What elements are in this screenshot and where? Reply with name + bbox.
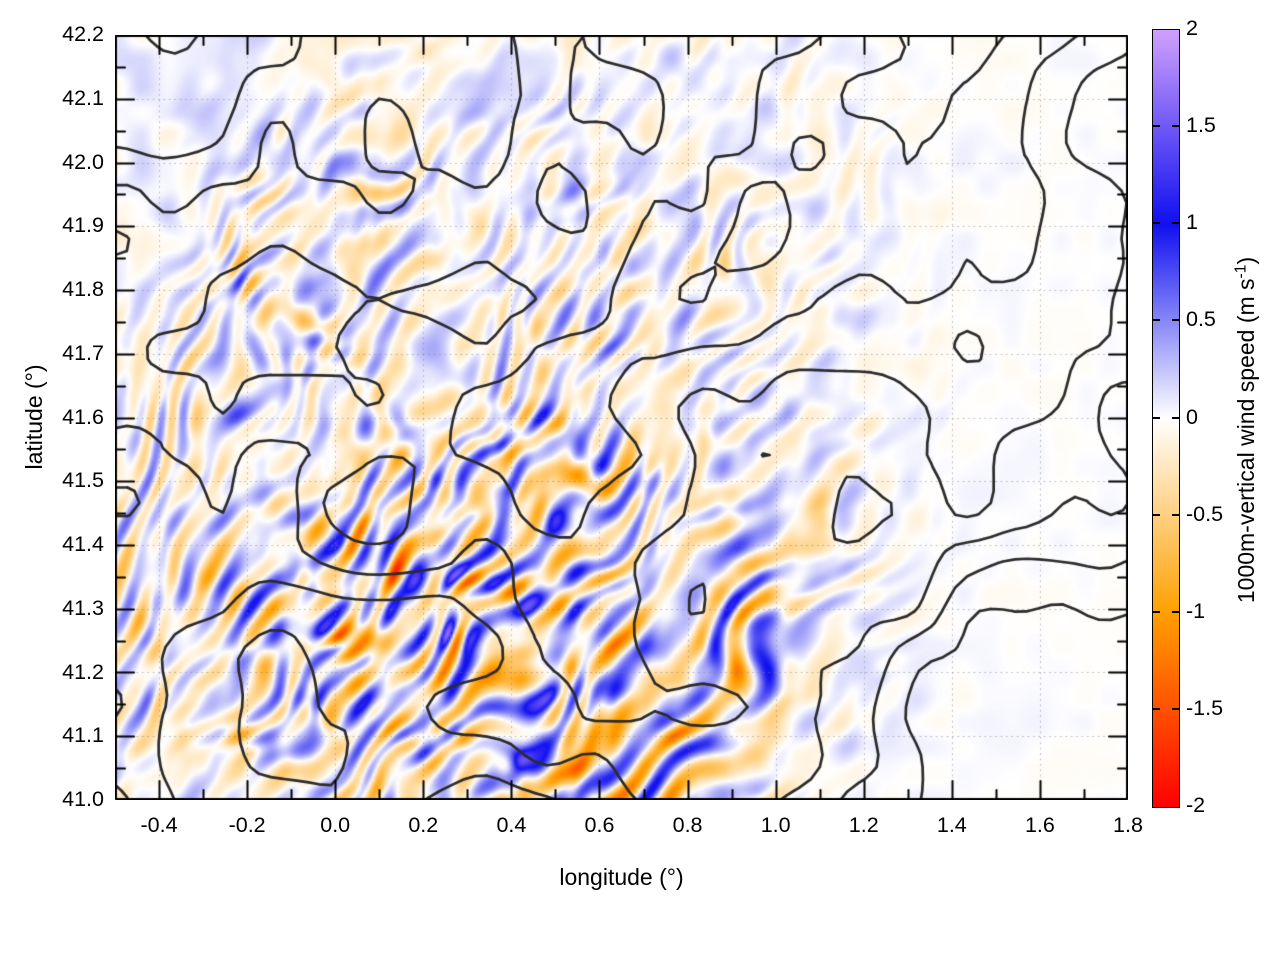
x-tick-label: 0.4 — [496, 813, 527, 837]
x-tick-label: 1.2 — [848, 813, 879, 837]
x-tick-label: 0.6 — [584, 813, 615, 837]
x-tick-label: 1.0 — [760, 813, 791, 837]
colorbar-tick-label: -0.5 — [1186, 501, 1224, 526]
colorbar-title-close: ) — [1233, 256, 1259, 265]
y-tick-label: 41.9 — [62, 213, 104, 238]
y-tick-label: 41.0 — [62, 787, 104, 811]
colorbar-tick — [1172, 610, 1179, 613]
y-tick-label: 42.2 — [62, 22, 104, 46]
x-tick-label: -0.2 — [228, 813, 266, 837]
x-tick-label: 1.8 — [1113, 813, 1143, 837]
y-tick-label: 41.2 — [62, 659, 104, 684]
y-tick-label: 41.7 — [62, 340, 104, 365]
colorbar-tick-label: -1.5 — [1186, 695, 1224, 720]
colorbar-title-sup: -1 — [1232, 264, 1250, 279]
y-tick-label: 41.3 — [62, 595, 104, 620]
colorbar-tick — [1172, 125, 1179, 128]
colorbar-tick — [1172, 707, 1179, 710]
x-tick-label: 0.2 — [408, 813, 439, 837]
colorbar-tick — [1172, 416, 1179, 419]
colorbar — [1152, 29, 1180, 808]
colorbar-tick-label: 0 — [1186, 404, 1198, 429]
x-tick-label: -0.4 — [140, 813, 178, 837]
map-plot-canvas — [115, 35, 1128, 800]
x-tick-label: 0.8 — [672, 813, 703, 837]
colorbar-gradient — [1153, 30, 1179, 807]
colorbar-tick-label: 1.5 — [1186, 113, 1216, 138]
colorbar-tick-label: 1 — [1186, 210, 1198, 235]
colorbar-tick-label: 2 — [1186, 16, 1198, 40]
colorbar-tick — [1153, 513, 1160, 516]
y-tick-label: 41.1 — [62, 723, 104, 748]
x-axis-title: longitude (°) — [559, 864, 684, 890]
colorbar-tick — [1153, 319, 1160, 322]
y-tick-label: 41.5 — [62, 468, 104, 493]
colorbar-tick — [1172, 222, 1179, 225]
y-tick-label: 41.4 — [62, 532, 104, 556]
y-tick-label: 41.8 — [62, 277, 104, 301]
y-tick-label: 41.6 — [62, 404, 104, 429]
colorbar-tick — [1153, 416, 1160, 419]
colorbar-title: 1000m-vertical wind speed (m s-1) — [1232, 70, 1261, 790]
x-tick-label: 1.4 — [936, 813, 967, 837]
colorbar-tick — [1153, 707, 1160, 710]
colorbar-tick — [1153, 222, 1160, 225]
colorbar-title-text: 1000m-vertical wind speed (m s — [1233, 278, 1259, 604]
colorbar-tick-label: -2 — [1186, 793, 1206, 817]
colorbar-tick — [1172, 513, 1179, 516]
x-tick-label: 1.6 — [1024, 813, 1055, 837]
y-tick-label: 42.1 — [62, 85, 104, 110]
colorbar-tick — [1172, 319, 1179, 322]
colorbar-tick-label: -1 — [1186, 598, 1206, 623]
colorbar-tick — [1153, 125, 1160, 128]
colorbar-tick — [1153, 610, 1160, 613]
colorbar-tick-label: 0.5 — [1186, 307, 1216, 332]
y-tick-label: 42.0 — [62, 149, 104, 174]
x-tick-label: 0.0 — [320, 813, 351, 837]
y-axis-title: latitude (°) — [21, 364, 47, 470]
